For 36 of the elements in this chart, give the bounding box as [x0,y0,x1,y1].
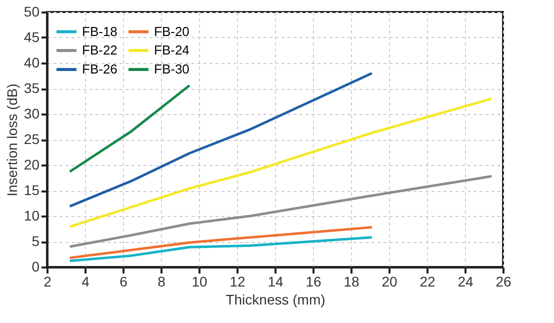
y-tick-label: 30 [24,106,40,122]
line-series [68,174,493,248]
x-tick-label: 24 [458,274,474,290]
x-axis-title: Thickness (mm) [226,292,326,308]
line-series [68,97,493,228]
y-tick-label: 25 [24,131,40,147]
y-axis-title: Insertion loss (dB) [4,84,20,196]
y-tick-label: 10 [24,208,40,224]
x-tick-label: 18 [344,274,360,290]
x-tick-label: 20 [382,274,398,290]
x-tick-label: 26 [496,274,512,290]
y-tick-label: 0 [32,258,40,274]
y-tick-label: 40 [24,54,40,70]
legend-label: FB-24 [154,42,190,58]
line-series [68,226,374,260]
x-tick-label: 14 [268,274,284,290]
x-tick-label: 4 [82,274,90,290]
legend-label: FB-18 [82,24,118,39]
legend-label: FB-30 [154,62,190,76]
x-tick-label: 12 [230,274,246,290]
x-tick-label: 8 [158,274,166,290]
x-tick-label: 2 [44,274,52,290]
x-tick-label: 6 [120,274,128,290]
line-series [68,236,374,262]
y-tick-label: 35 [24,80,40,96]
x-tick-label: 10 [192,274,208,290]
legend-label: FB-26 [82,62,118,76]
x-tick-label: 22 [420,274,436,290]
y-tick-label: 50 [24,4,40,20]
y-tick-label: 5 [32,233,40,249]
legend-label: FB-20 [154,24,190,39]
y-tick-label: 15 [24,182,40,198]
y-tick-label: 20 [24,156,40,172]
x-tick-label: 16 [306,274,322,290]
legend-label: FB-22 [82,42,118,58]
y-tick-label: 45 [24,29,40,45]
